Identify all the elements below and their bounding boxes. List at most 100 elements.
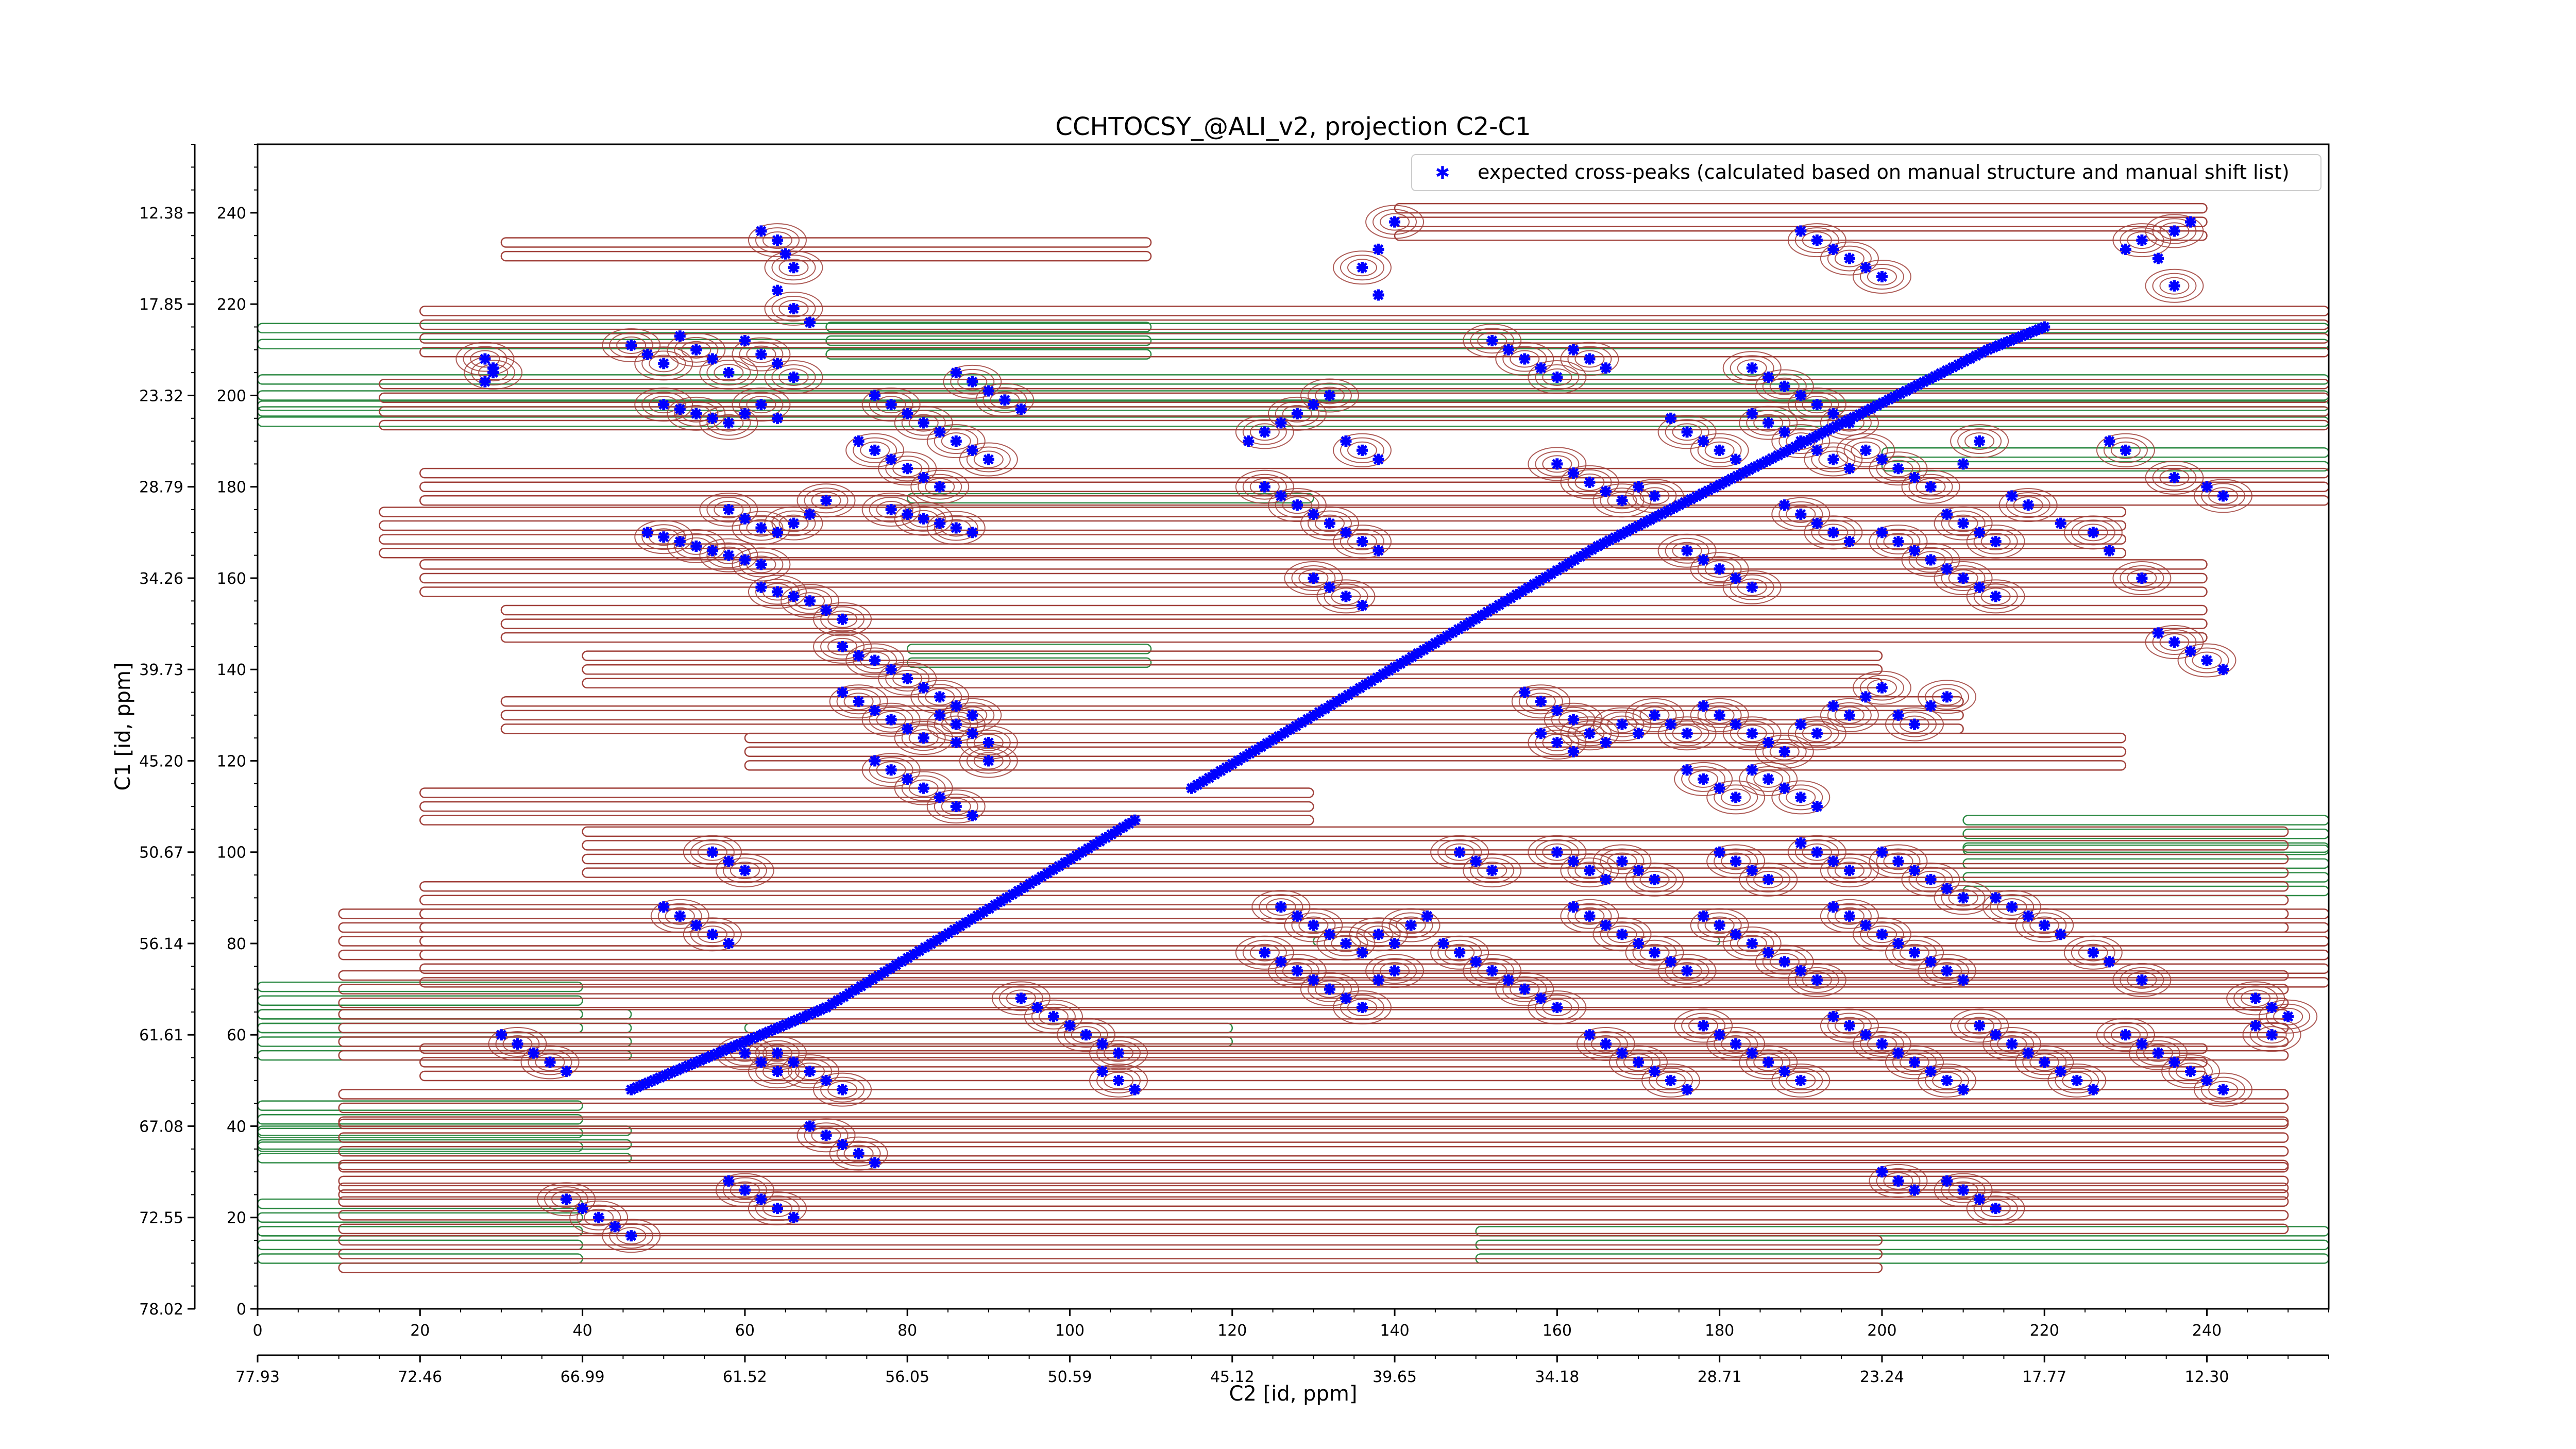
contour-ring bbox=[657, 903, 702, 929]
peak-marker bbox=[755, 1056, 767, 1068]
contour-ring bbox=[1916, 870, 1946, 888]
peak-marker bbox=[1990, 892, 2002, 904]
contour-ring bbox=[1918, 1063, 1977, 1098]
peak-marker bbox=[561, 1066, 572, 1077]
contour-ring bbox=[551, 1190, 582, 1208]
peak-marker bbox=[1486, 865, 1498, 877]
contour-ring bbox=[762, 231, 792, 249]
contour-ring bbox=[748, 575, 807, 609]
x-ppm-tick-label: 66.99 bbox=[561, 1368, 605, 1386]
contour-ring bbox=[739, 515, 784, 541]
contour-ring bbox=[1502, 976, 1547, 1002]
contour-ring bbox=[1697, 556, 1742, 582]
contour-ring bbox=[2063, 515, 2123, 550]
contour-ring bbox=[1574, 350, 1605, 368]
contour-ring bbox=[1892, 711, 1937, 737]
contour-ring bbox=[1787, 963, 1846, 997]
contour-ring bbox=[1437, 839, 1482, 865]
contour-ring bbox=[845, 643, 905, 678]
contour-ring bbox=[1632, 866, 1677, 892]
contour-ring bbox=[2159, 222, 2190, 240]
peak-marker bbox=[1340, 435, 1352, 447]
contour-ring bbox=[1778, 784, 1823, 811]
contour-ring bbox=[1526, 693, 1556, 711]
contour-ring bbox=[1463, 853, 1522, 888]
contour-ring bbox=[1883, 533, 1913, 551]
contour-ring bbox=[681, 537, 711, 555]
peak-marker bbox=[1437, 937, 1449, 949]
contour-ring bbox=[1730, 355, 1774, 381]
peak-marker bbox=[1778, 746, 1790, 757]
contour-ring bbox=[998, 985, 1043, 1012]
peak-marker bbox=[658, 399, 670, 411]
peak-marker bbox=[739, 1184, 751, 1196]
peak-marker bbox=[1584, 910, 1596, 922]
peak-marker bbox=[1698, 554, 1709, 566]
contour-ring bbox=[820, 633, 865, 660]
peak-marker bbox=[1291, 910, 1303, 922]
peak-marker bbox=[1876, 682, 1888, 694]
contour-ring bbox=[1282, 962, 1312, 980]
peak-marker bbox=[1096, 1066, 1108, 1077]
contour-ring bbox=[2015, 1045, 2074, 1080]
peak-marker bbox=[804, 1066, 816, 1077]
contour-ring bbox=[1649, 1067, 1693, 1093]
x-tick-label: 140 bbox=[1380, 1322, 1409, 1340]
contour-ring bbox=[796, 483, 856, 518]
contour-ring bbox=[1235, 935, 1294, 970]
y-ppm-tick-label: 61.61 bbox=[139, 1026, 183, 1044]
contour-ring bbox=[755, 579, 800, 605]
contour-ring bbox=[2029, 916, 2060, 934]
contour-ring bbox=[876, 501, 906, 519]
peak-marker bbox=[902, 672, 913, 684]
contour-ring bbox=[699, 406, 758, 440]
contour-ring bbox=[1925, 684, 1970, 710]
contour-ring bbox=[1251, 890, 1311, 924]
x-ppm-tick-label: 28.71 bbox=[1698, 1368, 1742, 1386]
peak-marker bbox=[1357, 262, 1368, 274]
contour-ring bbox=[1639, 943, 1670, 962]
contour-band bbox=[419, 1070, 2208, 1082]
contour-ring bbox=[1340, 995, 1384, 1021]
legend-label: expected cross-peaks (calculated based o… bbox=[1478, 161, 2290, 183]
contour-ring bbox=[1722, 351, 1782, 385]
peak-marker bbox=[967, 810, 978, 821]
peak-marker bbox=[771, 1066, 783, 1077]
peak-marker bbox=[2120, 1029, 2131, 1041]
peak-marker bbox=[869, 654, 881, 666]
peak-marker bbox=[1357, 536, 1368, 548]
y-tick-label: 200 bbox=[217, 387, 246, 405]
peak-marker bbox=[1811, 399, 1823, 411]
peak-marker bbox=[1811, 517, 1823, 529]
peak-marker bbox=[755, 559, 767, 570]
peak-marker bbox=[1892, 463, 1904, 475]
contour-band bbox=[419, 963, 2329, 974]
contour-ring bbox=[1104, 1071, 1134, 1089]
contour-ring bbox=[674, 336, 719, 363]
peak-marker bbox=[1714, 846, 1725, 858]
peak-marker bbox=[1843, 252, 1855, 264]
contour-ring bbox=[1300, 378, 1359, 413]
contour-ring bbox=[1316, 926, 1376, 961]
contour-ring bbox=[1535, 730, 1580, 756]
contour-ring bbox=[925, 688, 955, 706]
contour-ring bbox=[1502, 346, 1547, 372]
peak-marker bbox=[690, 408, 702, 419]
contour-ring bbox=[1681, 1013, 1726, 1039]
peak-marker bbox=[1470, 855, 1482, 867]
contour-ring bbox=[1997, 898, 2027, 916]
peak-marker bbox=[1557, 561, 1569, 573]
contour-ring bbox=[1672, 542, 1702, 560]
peak-marker bbox=[739, 513, 751, 525]
peak-marker bbox=[1616, 495, 1628, 507]
contour-band bbox=[338, 1175, 2289, 1187]
contour-ring bbox=[845, 433, 905, 467]
contour-ring bbox=[1592, 917, 1652, 952]
contour-ring bbox=[1298, 569, 1329, 587]
contour-ring bbox=[1859, 264, 1904, 290]
contour-ring bbox=[1746, 1049, 1791, 1075]
peak-marker bbox=[934, 517, 946, 529]
contour-ring bbox=[2159, 277, 2190, 295]
contour-ring bbox=[1380, 962, 1410, 980]
